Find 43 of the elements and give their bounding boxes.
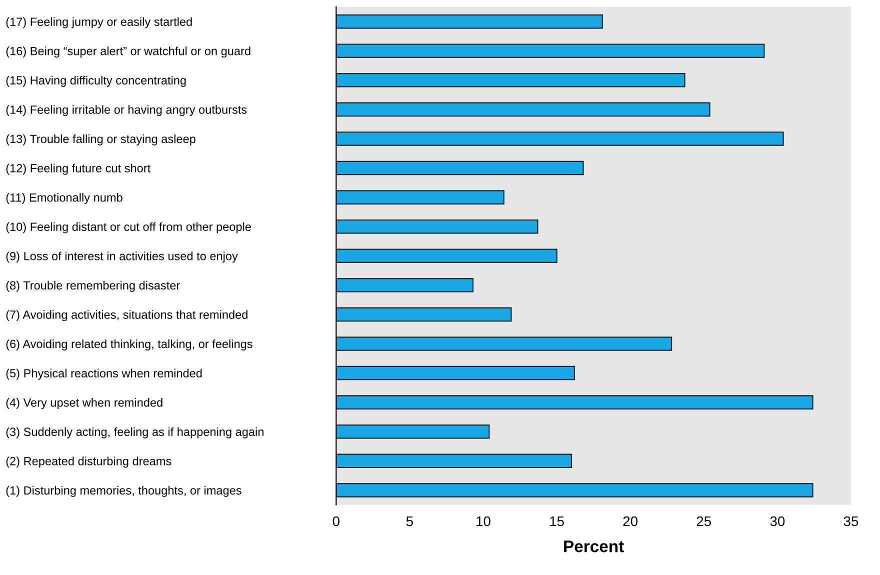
bar: [336, 190, 504, 204]
bar: [336, 14, 603, 29]
bar: [336, 307, 512, 322]
y-tick-label: (1) Disturbing memories, thoughts, or images: [6, 486, 242, 497]
bar: [336, 44, 765, 58]
bar: [336, 454, 572, 468]
y-tick-label: (2) Repeated disturbing dreams: [6, 456, 172, 468]
y-tick-label: (6) Avoiding related thinking, talking, or feelings: [6, 339, 252, 350]
y-tick-label: (13) Trouble falling or staying asleep: [6, 134, 196, 146]
bar: [336, 102, 710, 117]
bar: [336, 336, 672, 351]
x-tick-label: 35: [844, 516, 858, 526]
bar: [336, 395, 814, 410]
bar: [336, 366, 575, 380]
y-tick-label: (9) Loss of interest in activities used to enjoy: [6, 252, 238, 263]
bar: [336, 248, 558, 264]
y-tick-label: (17) Feeling jumpy or easily startled: [6, 17, 192, 28]
y-tick-label: (10) Feeling distant or cut off from other people: [6, 222, 251, 234]
x-tick-label: 25: [696, 516, 712, 526]
x-tick-label: 30: [770, 516, 785, 526]
x-tick-label: 10: [476, 516, 490, 526]
y-tick-label: (4) Very upset when reminded: [6, 398, 162, 410]
y-tick-label: (5) Physical reactions when reminded: [6, 368, 202, 380]
y-tick-label: (16) Being “super alert” or watchful or on guard: [6, 46, 250, 58]
y-tick-label: (14) Feeling irritable or having angry outbursts: [6, 105, 247, 116]
bar: [336, 424, 490, 439]
y-tick-label: (7) Avoiding activities, situations that reminded: [6, 310, 248, 322]
bar: [336, 483, 814, 498]
x-axis-title: Percent: [564, 540, 624, 552]
x-tick-label: 15: [550, 516, 564, 526]
y-tick-label: (11) Emotionally numb: [6, 193, 122, 204]
bar: [336, 132, 784, 146]
y-tick-label: (3) Suddenly acting, feeling as if happening again: [6, 427, 264, 438]
bar: [336, 72, 686, 88]
bar: [336, 219, 538, 234]
bar: [336, 160, 584, 176]
x-tick-label: 20: [623, 516, 638, 526]
bar: [336, 278, 474, 292]
x-tick-label: 0: [332, 516, 340, 526]
y-tick-label: (12) Feeling future cut short: [6, 164, 151, 175]
y-tick-label: (15) Having difficulty concentrating: [6, 76, 186, 87]
y-tick-label: (8) Trouble remembering disaster: [6, 280, 180, 292]
x-tick-label: 5: [406, 516, 413, 526]
